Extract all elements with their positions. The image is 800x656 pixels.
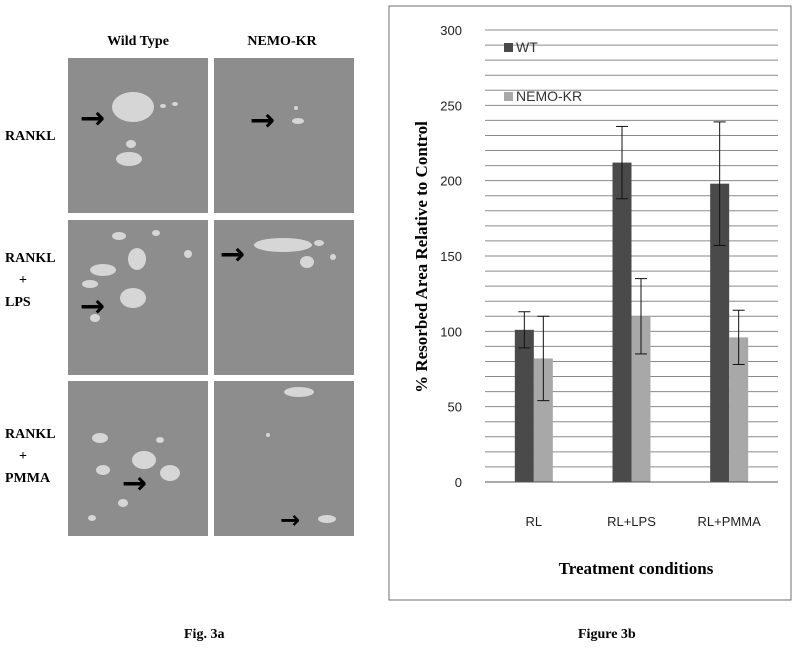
legend-label: NEMO-KR bbox=[516, 88, 582, 104]
row-label-line: LPS bbox=[5, 295, 31, 310]
micrograph-nemo-kr-rankl: → bbox=[214, 58, 354, 213]
y-axis-ticks: 0 50 100 150 200 250 300 bbox=[440, 23, 462, 490]
micrograph-nemo-kr-rankl-pmma: → bbox=[214, 381, 354, 536]
micrograph-nemo-kr-rankl-lps: → bbox=[214, 220, 354, 375]
micrograph-wild-type-rankl-lps: → bbox=[68, 220, 208, 375]
bar bbox=[533, 358, 553, 482]
chart-frame bbox=[388, 5, 792, 601]
y-axis-label: % Resorbed Area Relative to Control bbox=[412, 121, 431, 393]
error-bars bbox=[518, 121, 745, 402]
bars bbox=[514, 162, 749, 482]
legend: WT NEMO-KR bbox=[504, 39, 582, 104]
x-tick-label: RL+LPS bbox=[607, 514, 656, 529]
row-label-line: + bbox=[19, 273, 27, 288]
bar bbox=[514, 329, 534, 482]
arrow-icon: → bbox=[280, 506, 301, 534]
arrow-icon: → bbox=[122, 466, 148, 501]
row-label-line: + bbox=[19, 449, 27, 464]
y-tick-label: 0 bbox=[455, 475, 462, 490]
row-label-rankl: RANKL bbox=[5, 126, 56, 148]
row-label-line: RANKL bbox=[5, 251, 56, 266]
x-tick-label: RL+PMMA bbox=[698, 514, 762, 529]
bar bbox=[710, 183, 730, 482]
y-tick-label: 100 bbox=[440, 324, 462, 339]
y-tick-label: 50 bbox=[448, 400, 462, 415]
row-label-line: RANKL bbox=[5, 427, 56, 442]
x-axis-label: Treatment conditions bbox=[559, 559, 714, 578]
micrograph-wild-type-rankl: → bbox=[68, 58, 208, 213]
column-header-nemo-kr: NEMO-KR bbox=[247, 34, 317, 49]
legend-label: WT bbox=[516, 39, 538, 55]
bar bbox=[729, 337, 749, 482]
row-label-line: PMMA bbox=[5, 471, 51, 486]
row-label-rankl-lps: RANKL + LPS bbox=[5, 248, 56, 314]
bar-chart: 0 50 100 150 200 250 300 RL RL+LPS RL+PMMA WT NEM… bbox=[388, 5, 792, 601]
bar bbox=[612, 162, 632, 482]
figure-caption-3a: Fig. 3a bbox=[184, 627, 225, 642]
column-header-wild-type: Wild Type bbox=[107, 34, 169, 49]
arrow-icon: → bbox=[220, 237, 246, 272]
micrograph-wild-type-rankl-pmma: → bbox=[68, 381, 208, 536]
bar bbox=[631, 316, 651, 482]
arrow-icon: → bbox=[80, 101, 106, 136]
arrow-icon: → bbox=[250, 103, 276, 138]
y-tick-label: 200 bbox=[440, 174, 462, 189]
y-tick-label: 300 bbox=[440, 23, 462, 38]
row-label-rankl-pmma: RANKL + PMMA bbox=[5, 424, 56, 490]
legend-swatch bbox=[504, 92, 513, 101]
y-tick-label: 150 bbox=[440, 249, 462, 264]
arrow-icon: → bbox=[80, 289, 106, 324]
x-tick-label: RL bbox=[526, 514, 543, 529]
figure-caption-3b: Figure 3b bbox=[578, 627, 636, 642]
y-tick-label: 250 bbox=[440, 98, 462, 113]
row-label-line: RANKL bbox=[5, 129, 56, 144]
x-axis-ticks: RL RL+LPS RL+PMMA bbox=[526, 514, 762, 529]
legend-swatch bbox=[504, 43, 513, 52]
